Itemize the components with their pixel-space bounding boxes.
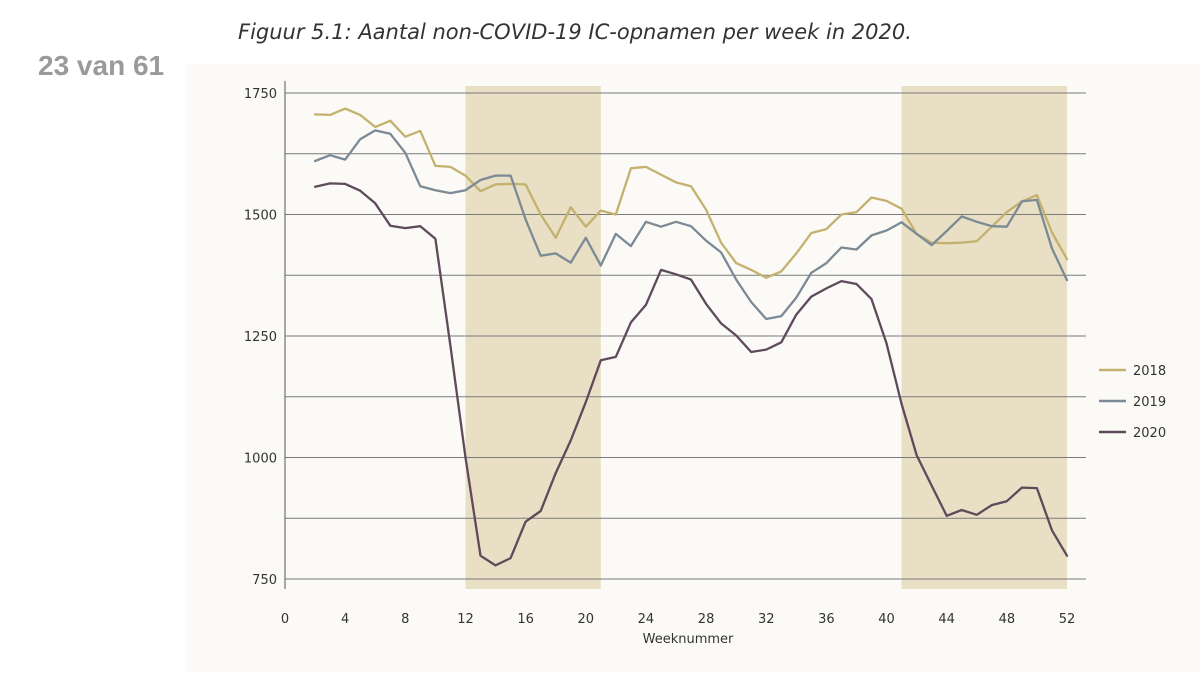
- x-tick-label: 12: [457, 612, 474, 627]
- y-tick-label: 1750: [244, 87, 277, 102]
- x-tick-label: 4: [341, 612, 349, 627]
- legend: 2018 2019 2020: [1099, 364, 1166, 441]
- x-tick-label: 44: [938, 612, 955, 627]
- x-tick-label: 28: [698, 612, 715, 627]
- series-line-2019: [313, 129, 1069, 321]
- x-tick-label: 48: [999, 612, 1016, 627]
- x-tick-label: 24: [638, 612, 655, 627]
- legend-label-2020: 2020: [1133, 426, 1166, 441]
- x-tick-label: 40: [878, 612, 895, 627]
- x-tick-label: 32: [758, 612, 775, 627]
- series-lines: [313, 107, 1069, 567]
- gridlines: [285, 92, 1086, 580]
- x-axis-ticks: 0 4 8 12 16 20 24 28 32 36 40 44 48 52: [281, 612, 1075, 627]
- legend-label-2018: 2018: [1133, 364, 1166, 379]
- x-tick-label: 0: [281, 612, 289, 627]
- figure-caption: Figuur 5.1: Aantal non-COVID-19 IC-opnam…: [238, 20, 912, 44]
- y-axis-ticks: 750 1000 1250 1500 1750: [244, 87, 277, 588]
- shaded-period-2: [901, 86, 1067, 589]
- x-tick-label: 8: [401, 612, 409, 627]
- shaded-period-1: [465, 86, 601, 589]
- shaded-periods: [465, 86, 1067, 589]
- x-tick-label: 36: [818, 612, 835, 627]
- y-tick-label: 1500: [244, 209, 277, 224]
- x-axis-title: Weeknummer: [643, 632, 734, 647]
- y-tick-label: 750: [252, 573, 277, 588]
- x-tick-label: 16: [517, 612, 534, 627]
- page-counter: 23 van 61: [38, 50, 165, 81]
- y-tick-label: 1250: [244, 330, 277, 345]
- y-tick-label: 1000: [244, 452, 277, 467]
- x-tick-label: 52: [1059, 612, 1076, 627]
- chart-area: 750 1000 1250 1500 1750 0 4 8 12 16 20 24 28 32 36 40 4…: [186, 64, 1200, 672]
- series-line-2020: [313, 182, 1069, 567]
- series-line-2018: [313, 107, 1069, 279]
- legend-label-2019: 2019: [1133, 395, 1166, 410]
- x-tick-label: 20: [577, 612, 594, 627]
